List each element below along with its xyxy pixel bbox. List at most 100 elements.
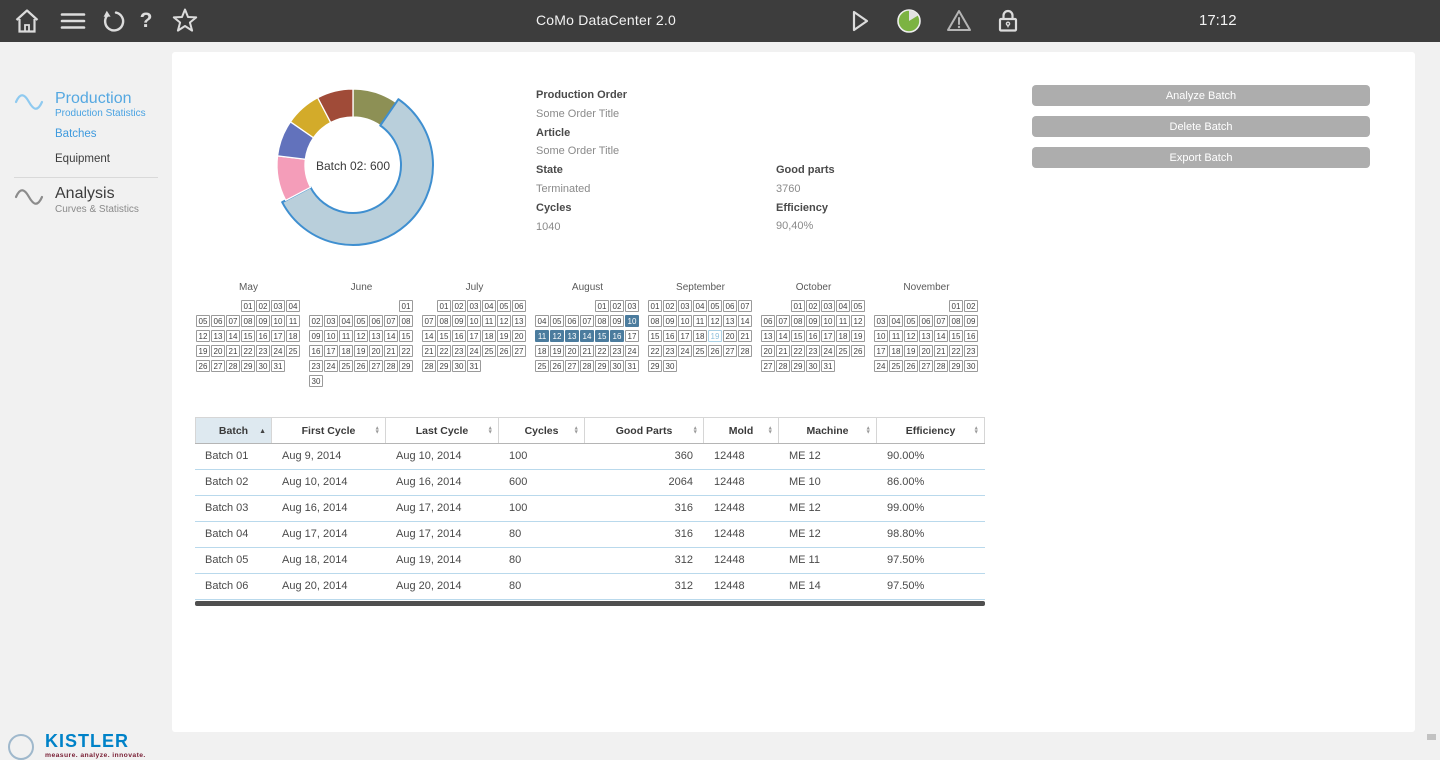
calendar-day-november-25[interactable]: 25 — [889, 360, 903, 372]
calendar-day-may-27[interactable]: 27 — [211, 360, 225, 372]
calendar-day-july-4[interactable]: 04 — [482, 300, 496, 312]
calendar-day-june-8[interactable]: 08 — [399, 315, 413, 327]
calendar-day-october-4[interactable]: 04 — [836, 300, 850, 312]
calendar-day-november-9[interactable]: 09 — [964, 315, 978, 327]
calendar-day-june-11[interactable]: 11 — [339, 330, 353, 342]
play-icon[interactable] — [846, 7, 874, 35]
calendar-day-august-13[interactable]: 13 — [565, 330, 579, 342]
calendar-day-august-15[interactable]: 15 — [595, 330, 609, 342]
calendar-day-september-30[interactable]: 30 — [663, 360, 677, 372]
calendar-day-september-8[interactable]: 08 — [648, 315, 662, 327]
calendar-day-july-1[interactable]: 01 — [437, 300, 451, 312]
calendar-day-july-29[interactable]: 29 — [437, 360, 451, 372]
calendar-day-june-13[interactable]: 13 — [369, 330, 383, 342]
calendar-day-july-28[interactable]: 28 — [422, 360, 436, 372]
calendar-day-august-17[interactable]: 17 — [625, 330, 639, 342]
calendar-day-september-16[interactable]: 16 — [663, 330, 677, 342]
calendar-day-august-21[interactable]: 21 — [580, 345, 594, 357]
calendar-day-september-14[interactable]: 14 — [738, 315, 752, 327]
calendar-day-may-25[interactable]: 25 — [286, 345, 300, 357]
calendar-day-may-11[interactable]: 11 — [286, 315, 300, 327]
calendar-day-august-31[interactable]: 31 — [625, 360, 639, 372]
calendar-day-june-10[interactable]: 10 — [324, 330, 338, 342]
calendar-day-october-27[interactable]: 27 — [761, 360, 775, 372]
calendar-day-september-15[interactable]: 15 — [648, 330, 662, 342]
calendar-day-may-4[interactable]: 04 — [286, 300, 300, 312]
calendar-day-may-26[interactable]: 26 — [196, 360, 210, 372]
calendar-day-july-26[interactable]: 26 — [497, 345, 511, 357]
calendar-day-june-25[interactable]: 25 — [339, 360, 353, 372]
calendar-day-october-24[interactable]: 24 — [821, 345, 835, 357]
calendar-day-september-13[interactable]: 13 — [723, 315, 737, 327]
calendar-day-july-23[interactable]: 23 — [452, 345, 466, 357]
calendar-day-may-28[interactable]: 28 — [226, 360, 240, 372]
calendar-day-october-17[interactable]: 17 — [821, 330, 835, 342]
calendar-day-june-29[interactable]: 29 — [399, 360, 413, 372]
calendar-day-september-7[interactable]: 07 — [738, 300, 752, 312]
calendar-day-july-9[interactable]: 09 — [452, 315, 466, 327]
calendar-day-november-3[interactable]: 03 — [874, 315, 888, 327]
calendar-day-september-20[interactable]: 20 — [723, 330, 737, 342]
calendar-day-may-29[interactable]: 29 — [241, 360, 255, 372]
calendar-day-august-25[interactable]: 25 — [535, 360, 549, 372]
calendar-day-september-12[interactable]: 12 — [708, 315, 722, 327]
calendar-day-june-20[interactable]: 20 — [369, 345, 383, 357]
calendar-day-july-17[interactable]: 17 — [467, 330, 481, 342]
calendar-day-august-8[interactable]: 08 — [595, 315, 609, 327]
table-row-batch-03[interactable]: Batch 03Aug 16, 2014Aug 17, 201410031612… — [195, 496, 985, 522]
calendar-day-may-14[interactable]: 14 — [226, 330, 240, 342]
calendar-day-june-7[interactable]: 07 — [384, 315, 398, 327]
calendar-day-october-10[interactable]: 10 — [821, 315, 835, 327]
calendar-day-november-8[interactable]: 08 — [949, 315, 963, 327]
calendar-day-june-5[interactable]: 05 — [354, 315, 368, 327]
analyze-batch-button[interactable]: Analyze Batch — [1032, 85, 1370, 106]
column-header-good-parts[interactable]: Good Parts▲▼ — [585, 417, 704, 443]
calendar-day-august-2[interactable]: 02 — [610, 300, 624, 312]
calendar-day-july-22[interactable]: 22 — [437, 345, 451, 357]
calendar-day-november-15[interactable]: 15 — [949, 330, 963, 342]
calendar-day-november-19[interactable]: 19 — [904, 345, 918, 357]
calendar-day-august-22[interactable]: 22 — [595, 345, 609, 357]
table-row-batch-01[interactable]: Batch 01Aug 9, 2014Aug 10, 2014100360124… — [195, 444, 985, 470]
calendar-day-july-16[interactable]: 16 — [452, 330, 466, 342]
calendar-day-november-10[interactable]: 10 — [874, 330, 888, 342]
calendar-day-may-19[interactable]: 19 — [196, 345, 210, 357]
calendar-day-august-4[interactable]: 04 — [535, 315, 549, 327]
calendar-day-august-23[interactable]: 23 — [610, 345, 624, 357]
calendar-day-october-18[interactable]: 18 — [836, 330, 850, 342]
calendar-day-september-2[interactable]: 02 — [663, 300, 677, 312]
column-header-last-cycle[interactable]: Last Cycle▲▼ — [386, 417, 499, 443]
calendar-day-june-1[interactable]: 01 — [399, 300, 413, 312]
calendar-day-may-30[interactable]: 30 — [256, 360, 270, 372]
table-scrollbar[interactable] — [195, 601, 985, 606]
calendar-day-september-10[interactable]: 10 — [678, 315, 692, 327]
calendar-day-october-30[interactable]: 30 — [806, 360, 820, 372]
calendar-day-august-3[interactable]: 03 — [625, 300, 639, 312]
column-header-cycles[interactable]: Cycles▲▼ — [499, 417, 585, 443]
calendar-day-may-17[interactable]: 17 — [271, 330, 285, 342]
calendar-day-november-20[interactable]: 20 — [919, 345, 933, 357]
calendar-day-july-15[interactable]: 15 — [437, 330, 451, 342]
column-header-mold[interactable]: Mold▲▼ — [704, 417, 779, 443]
column-header-efficiency[interactable]: Efficiency▲▼ — [877, 417, 985, 443]
calendar-day-october-15[interactable]: 15 — [791, 330, 805, 342]
table-row-batch-05[interactable]: Batch 05Aug 18, 2014Aug 19, 201480312124… — [195, 548, 985, 574]
calendar-day-july-8[interactable]: 08 — [437, 315, 451, 327]
calendar-day-november-16[interactable]: 16 — [964, 330, 978, 342]
menu-icon[interactable] — [59, 7, 87, 35]
calendar-day-july-31[interactable]: 31 — [467, 360, 481, 372]
home-icon[interactable] — [13, 7, 41, 35]
calendar-day-october-11[interactable]: 11 — [836, 315, 850, 327]
calendar-day-november-30[interactable]: 30 — [964, 360, 978, 372]
calendar-day-august-6[interactable]: 06 — [565, 315, 579, 327]
calendar-day-november-27[interactable]: 27 — [919, 360, 933, 372]
calendar-day-october-31[interactable]: 31 — [821, 360, 835, 372]
calendar-day-july-7[interactable]: 07 — [422, 315, 436, 327]
calendar-day-october-26[interactable]: 26 — [851, 345, 865, 357]
calendar-day-july-3[interactable]: 03 — [467, 300, 481, 312]
calendar-day-september-4[interactable]: 04 — [693, 300, 707, 312]
calendar-day-may-3[interactable]: 03 — [271, 300, 285, 312]
calendar-day-june-12[interactable]: 12 — [354, 330, 368, 342]
calendar-day-august-12[interactable]: 12 — [550, 330, 564, 342]
calendar-day-june-27[interactable]: 27 — [369, 360, 383, 372]
